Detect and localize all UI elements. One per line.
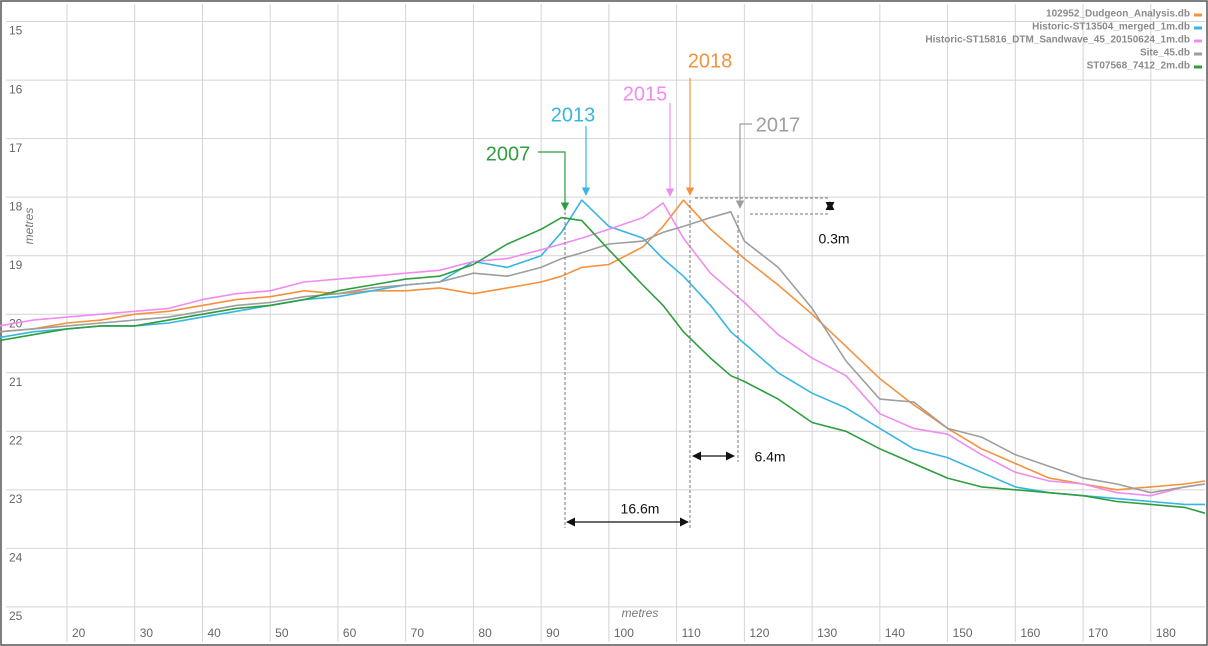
series-line — [0, 199, 1206, 491]
legend-label: Historic-ST15816_DTM_Sandwave_45_2015062… — [925, 35, 1190, 46]
x-tick-label: 80 — [478, 626, 492, 640]
x-tick-label: 70 — [411, 626, 425, 640]
annotation-arrow — [538, 151, 570, 211]
legend-label: 102952_Dudgeon_Analysis.db — [1046, 9, 1190, 20]
x-tick-label: 40 — [207, 626, 221, 640]
x-tick-label: 90 — [546, 626, 560, 640]
legend-label: Site_45.db — [1140, 48, 1190, 59]
dimension-label: 6.4m — [754, 449, 785, 465]
y-tick-label: 24 — [9, 551, 23, 565]
x-tick-label: 180 — [1156, 626, 1176, 640]
series-line — [0, 202, 1206, 497]
dimension-label: 16.6m — [621, 501, 660, 517]
x-tick-label: 130 — [817, 626, 837, 640]
series-line — [0, 216, 1206, 514]
plot-lines — [0, 199, 1206, 514]
year-label: 2015 — [623, 83, 668, 105]
x-tick-label: 50 — [275, 626, 289, 640]
x-tick-label: 170 — [1088, 626, 1108, 640]
series-line — [0, 211, 1206, 494]
x-tick-label: 20 — [72, 626, 86, 640]
series-line — [0, 199, 1205, 506]
x-tick-label: 60 — [343, 626, 357, 640]
x-tick-label: 150 — [953, 626, 973, 640]
y-tick-label: 18 — [9, 199, 23, 213]
x-tick-label: 120 — [749, 626, 769, 640]
y-tick-label: 15 — [9, 24, 23, 38]
legend-label: Historic-ST13504_merged_1m.db — [1032, 22, 1190, 33]
y-tick-label: 25 — [9, 609, 23, 623]
x-tick-label: 100 — [614, 626, 634, 640]
y-tick-label: 22 — [9, 433, 23, 447]
x-tick-label: 110 — [682, 626, 701, 640]
year-label: 2018 — [688, 50, 733, 72]
annotations: 2018 2015 2013 2007 2017 16.6m 6.4m 0.3m — [486, 50, 850, 528]
y-tick-label: 19 — [9, 258, 23, 272]
y-axis-label: metres — [22, 208, 36, 245]
x-axis-label: metres — [622, 606, 659, 620]
x-tick-label: 140 — [885, 626, 905, 640]
year-label: 2007 — [486, 143, 531, 165]
x-tick-label: 160 — [1020, 626, 1040, 640]
year-label: 2013 — [551, 104, 596, 126]
legend-label: ST07568_7412_2m.db — [1087, 61, 1190, 72]
x-tick-label: 30 — [140, 626, 154, 640]
y-tick-label: 17 — [9, 141, 23, 155]
y-tick-label: 21 — [9, 375, 23, 389]
y-tick-label: 16 — [9, 82, 23, 96]
y-tick-label: 23 — [9, 492, 23, 506]
year-label: 2017 — [756, 114, 801, 136]
annotation-arrow — [735, 123, 752, 209]
dimension-label: 0.3m — [818, 231, 849, 247]
